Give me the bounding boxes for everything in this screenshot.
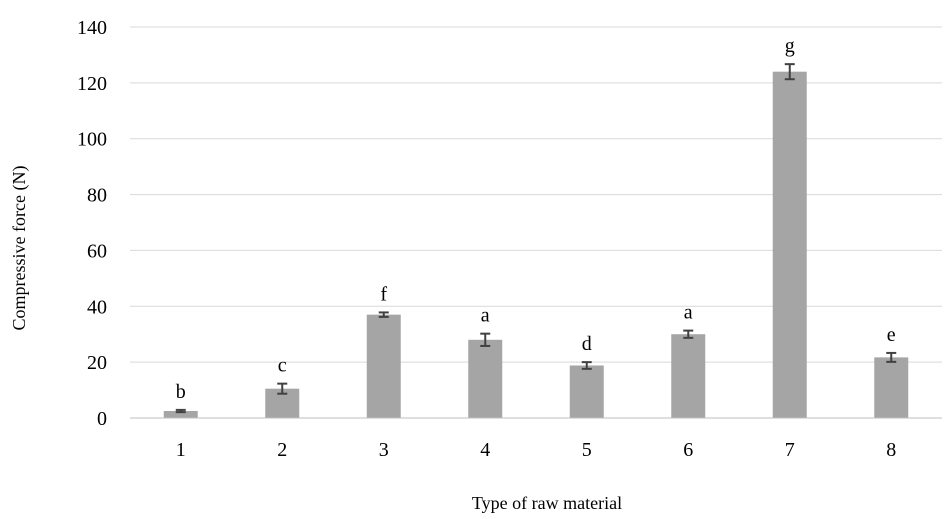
bar-4: [468, 340, 502, 418]
x-tick-label-6: 6: [683, 439, 693, 461]
y-tick-label-120: 120: [77, 73, 107, 95]
y-axis-title: Compressive force (N): [9, 166, 30, 331]
significance-label-4: a: [481, 305, 490, 327]
y-tick-label-140: 140: [77, 17, 107, 39]
y-tick-label-80: 80: [87, 185, 107, 207]
significance-label-8: e: [887, 324, 896, 346]
y-tick-label-100: 100: [77, 129, 107, 151]
bar-3: [367, 315, 401, 418]
x-tick-label-1: 1: [176, 439, 186, 461]
bar-8: [874, 357, 908, 418]
bar-5: [570, 365, 604, 418]
y-tick-label-20: 20: [87, 352, 107, 374]
x-tick-label-8: 8: [886, 439, 896, 461]
significance-label-3: f: [380, 283, 387, 305]
significance-label-5: d: [582, 333, 592, 355]
x-tick-labels: 1 2 3 4 5 6 7 8: [176, 439, 897, 461]
bars: [164, 72, 909, 418]
x-tick-label-7: 7: [785, 439, 795, 461]
x-tick-label-4: 4: [480, 439, 490, 461]
significance-label-7: g: [785, 35, 795, 57]
significance-label-2: c: [278, 355, 287, 377]
x-axis-title: Type of raw material: [472, 493, 622, 513]
y-tick-label-0: 0: [97, 408, 107, 430]
y-tick-label-40: 40: [87, 296, 107, 318]
y-tick-labels: 0 20 40 60 80 100 120 140: [77, 17, 107, 430]
x-tick-label-3: 3: [379, 439, 389, 461]
y-tick-label-60: 60: [87, 240, 107, 262]
x-tick-label-5: 5: [582, 439, 592, 461]
gridlines: [130, 27, 942, 362]
bar-7: [773, 72, 807, 418]
x-tick-label-2: 2: [277, 439, 287, 461]
bar-6: [671, 334, 705, 418]
significance-label-1: b: [176, 381, 186, 403]
significance-label-6: a: [684, 302, 693, 324]
